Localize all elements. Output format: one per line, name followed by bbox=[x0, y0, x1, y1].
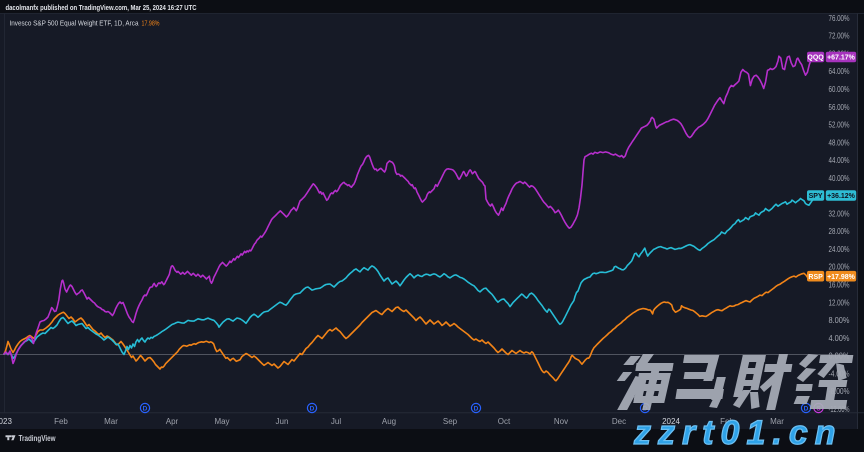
svg-text:Mar: Mar bbox=[104, 417, 118, 426]
svg-text:20.00%: 20.00% bbox=[829, 263, 850, 272]
svg-text:76.00%: 76.00% bbox=[829, 14, 850, 23]
svg-text:RSP: RSP bbox=[808, 274, 823, 281]
svg-text:Sep: Sep bbox=[443, 417, 458, 426]
svg-text:May: May bbox=[214, 417, 229, 426]
svg-text:+67.17%: +67.17% bbox=[827, 55, 856, 62]
svg-text:32.00%: 32.00% bbox=[829, 209, 850, 218]
svg-text:Feb: Feb bbox=[54, 417, 68, 426]
svg-text:12.00%: 12.00% bbox=[829, 298, 850, 307]
svg-text:28.00%: 28.00% bbox=[829, 227, 850, 236]
svg-text:Dec: Dec bbox=[612, 417, 626, 426]
svg-text:+36.12%: +36.12% bbox=[827, 193, 856, 200]
svg-text:D: D bbox=[474, 405, 479, 412]
svg-text:+17.98%: +17.98% bbox=[827, 274, 856, 281]
svg-text:Apr: Apr bbox=[166, 417, 179, 426]
svg-text:-4.00%: -4.00% bbox=[829, 369, 850, 378]
svg-text:16.00%: 16.00% bbox=[829, 281, 850, 290]
svg-text:64.00%: 64.00% bbox=[829, 67, 850, 76]
svg-text:Jul: Jul bbox=[331, 417, 341, 426]
svg-text:Jun: Jun bbox=[276, 417, 289, 426]
svg-text:72.00%: 72.00% bbox=[829, 32, 850, 41]
svg-text:D: D bbox=[310, 405, 315, 412]
svg-text:Aug: Aug bbox=[382, 417, 396, 426]
svg-text:44.00%: 44.00% bbox=[829, 156, 850, 165]
svg-text:Nov: Nov bbox=[554, 417, 568, 426]
svg-text:Oct: Oct bbox=[498, 417, 511, 426]
svg-text:24.00%: 24.00% bbox=[829, 245, 850, 254]
svg-text:dacolmanfx published on Tradin: dacolmanfx published on TradingView.com,… bbox=[6, 3, 197, 12]
svg-text:zzrt01.cn: zzrt01.cn bbox=[633, 414, 843, 447]
svg-text:-12.00%: -12.00% bbox=[829, 405, 850, 414]
svg-text:60.00%: 60.00% bbox=[829, 85, 850, 94]
svg-text:-8.00%: -8.00% bbox=[829, 387, 850, 396]
svg-text:D: D bbox=[804, 405, 809, 412]
svg-text:2023: 2023 bbox=[0, 417, 12, 426]
svg-text:D: D bbox=[143, 405, 148, 412]
svg-text:56.00%: 56.00% bbox=[829, 103, 850, 112]
svg-text:SPY: SPY bbox=[809, 193, 823, 200]
svg-text:8.00%: 8.00% bbox=[829, 316, 850, 325]
svg-text:17.98%: 17.98% bbox=[142, 18, 160, 27]
svg-text:QQQ: QQQ bbox=[807, 55, 824, 62]
svg-text:40.00%: 40.00% bbox=[829, 174, 850, 183]
svg-text:0.00%: 0.00% bbox=[829, 352, 850, 361]
svg-text:52.00%: 52.00% bbox=[829, 121, 850, 130]
svg-text:TradingView: TradingView bbox=[19, 434, 57, 443]
svg-text:Invesco S&P 500 Equal Weight E: Invesco S&P 500 Equal Weight ETF, 1D, Ar… bbox=[10, 18, 140, 27]
svg-text:4.00%: 4.00% bbox=[829, 334, 850, 343]
svg-text:48.00%: 48.00% bbox=[829, 138, 850, 147]
